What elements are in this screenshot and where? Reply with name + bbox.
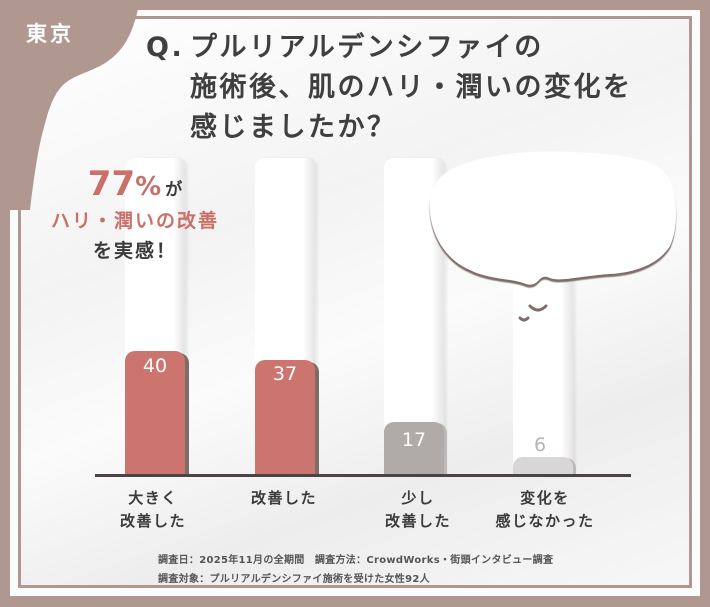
survey-footnote-2: 調査対象：プルリアルデンシファイ施術を受けた女性92人: [158, 574, 430, 585]
category-label-slightly-improved: 少し 改善した: [384, 489, 451, 530]
callout-percent-value: 77: [87, 164, 136, 204]
callout-highlight: ハリ・潤いの改善: [50, 210, 219, 232]
bar-value-improved: 37: [272, 363, 298, 385]
bar-value-slightly-improved: 17: [401, 429, 427, 451]
question-prefix: Q.: [146, 32, 185, 63]
bar-no-change: [513, 457, 573, 475]
category-label-improved: 改善した: [250, 489, 317, 507]
callout-particle: が: [165, 180, 183, 200]
survey-footnote-1: 調査日：2025年11月の全期間 調査方法：CrowdWorks・街頭インタビュ…: [158, 555, 554, 566]
question-line-1: プルリアルデンシファイの: [190, 32, 544, 63]
callout-percent-sign: %: [135, 172, 162, 202]
speech-bubble: [429, 151, 676, 322]
bar-improved: [255, 360, 315, 475]
callout-tail: を実感！: [92, 240, 177, 262]
x-axis-line: [95, 474, 631, 477]
bar-greatly-improved: [125, 351, 185, 475]
bar-slightly-improved: [384, 422, 444, 475]
region-label: 東京: [26, 22, 74, 46]
region-corner-shape: [0, 0, 140, 210]
question-line-2: 施術後、肌のハリ・潤いの変化を: [190, 72, 633, 103]
callout-headline: 77% が: [0, 164, 270, 204]
question-title: Q. プルリアルデンシファイの 施術後、肌のハリ・潤いの変化を 感じましたか？: [146, 28, 633, 148]
question-line-3: 感じましたか？: [190, 112, 397, 143]
category-label-no-change: 変化を 感じなかった: [495, 489, 595, 530]
bar-value-no-change: 6: [533, 434, 547, 456]
bar-value-greatly-improved: 40: [142, 355, 168, 377]
category-label-greatly-improved: 大きく 改善した: [119, 489, 186, 530]
